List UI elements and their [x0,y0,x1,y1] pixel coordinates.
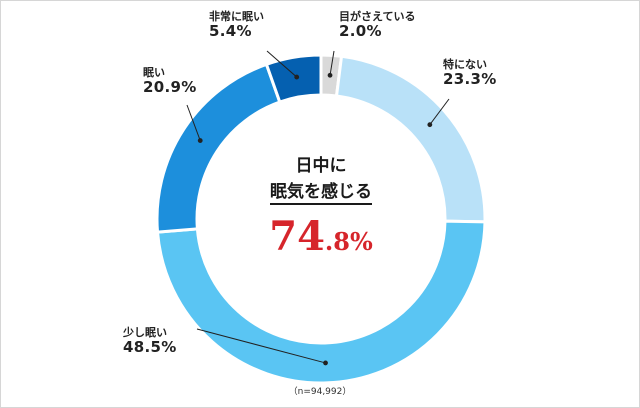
label-sleepy-name: 眠い [143,66,165,79]
label-wide-awake-value: 2.0% [339,22,382,41]
label-slightly-sleepy: 少し眠い 48.5% [123,326,177,357]
center-line-1: 日中に [295,156,347,176]
label-slightly-sleepy-name: 少し眠い [123,326,167,339]
center-total-dec: .8% [324,227,373,256]
label-sleepy-value: 20.9% [143,78,197,97]
leader-line [429,98,450,125]
leader-line [266,50,298,78]
label-wide-awake-name: 目がさえている [339,10,416,23]
leader-dot [427,122,433,128]
center-total-int: 74 [269,213,325,260]
leader-line [329,50,335,76]
leader-dot [294,74,300,80]
label-very-sleepy: 非常に眠い 5.4% [209,10,264,41]
label-not-particularly-value: 23.3% [443,70,497,89]
center-summary: 日中に 眠気を感じる 74.8% [231,151,411,260]
leader-dot [323,360,328,366]
center-total-value: 74.8% [231,213,411,260]
leader-line [186,104,201,141]
label-very-sleepy-name: 非常に眠い [209,10,264,23]
label-not-particularly: 特にない 23.3% [443,58,497,89]
label-wide-awake: 目がさえている 2.0% [339,10,416,41]
label-sleepy: 眠い 20.9% [143,66,197,97]
leader-line [196,328,326,364]
slice-slightly-sleepy [155,219,487,385]
label-very-sleepy-value: 5.4% [209,22,252,41]
label-not-particularly-name: 特にない [443,58,487,71]
label-slightly-sleepy-value: 48.5% [123,338,177,357]
leader-dot [327,72,333,78]
center-line-2: 眠気を感じる [270,177,372,205]
sample-size-note: （n=94,992） [288,387,352,397]
leader-dot [197,138,203,143]
slice-very-sleepy [264,53,323,104]
